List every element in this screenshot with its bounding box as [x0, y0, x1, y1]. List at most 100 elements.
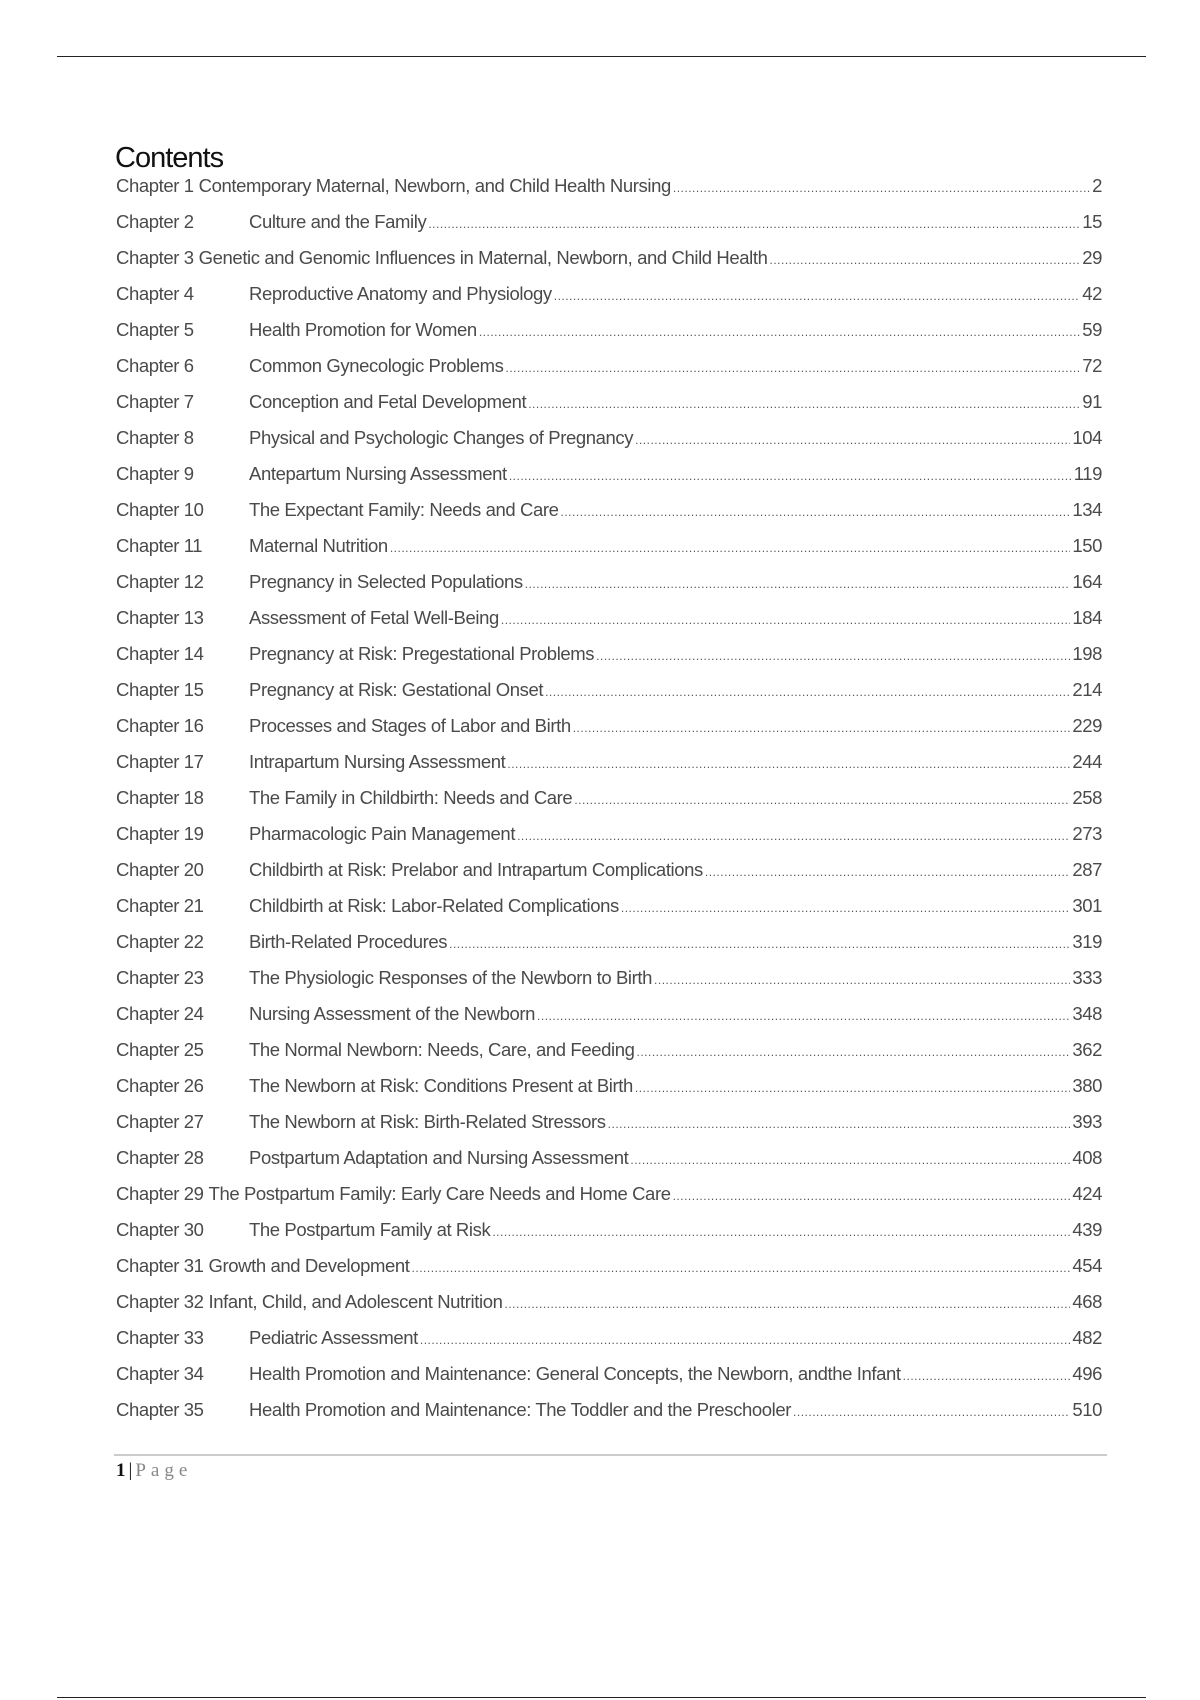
toc-entry[interactable]: Chapter 24 Nursing Assessment of the Newb… [116, 1003, 1102, 1039]
toc-entry[interactable]: Chapter 12 Pregnancy in Selected Populati… [116, 571, 1102, 607]
toc-entry[interactable]: Chapter 23 The Physiologic Responses of t… [116, 967, 1102, 1003]
chapter-label: Chapter 15 [116, 679, 204, 700]
toc-entry[interactable]: Chapter 9 Antepartum Nursing Assessment 11… [116, 463, 1102, 499]
chapter-page: 273 [1072, 823, 1102, 844]
chapter-label: Chapter 22 [116, 931, 204, 952]
dot-leader [621, 895, 1070, 917]
toc-entry[interactable]: Chapter 22 Birth-Related Procedures 319 [116, 931, 1102, 967]
chapter-label: Chapter 30 [116, 1219, 204, 1240]
chapter-title: Intrapartum Nursing Assessment [249, 751, 506, 772]
chapter-title: Contemporary Maternal, Newborn, and Chil… [198, 175, 672, 196]
toc-entry[interactable]: Chapter 16 Processes and Stages of Labor … [116, 715, 1102, 751]
dot-leader [903, 1363, 1071, 1385]
chapter-title: Pregnancy at Risk: Gestational Onset [249, 679, 544, 700]
dot-leader [517, 823, 1070, 845]
chapter-page: 380 [1072, 1075, 1102, 1096]
toc-entry[interactable]: Chapter 7 Conception and Fetal Developmen… [116, 391, 1102, 427]
dot-leader [654, 967, 1070, 989]
chapter-page: 496 [1072, 1363, 1102, 1384]
chapter-page: 287 [1072, 859, 1102, 880]
chapter-page: 164 [1072, 571, 1102, 592]
chapter-page: 424 [1072, 1183, 1102, 1204]
chapter-label: Chapter 33 [116, 1327, 204, 1348]
toc-entry[interactable]: Chapter 6 Common Gynecologic Problems 72 [116, 355, 1102, 391]
toc-entry[interactable]: Chapter 11 Maternal Nutrition 150 [116, 535, 1102, 571]
chapter-label: Chapter 9 [116, 463, 194, 484]
toc-entry[interactable]: Chapter 8 Physical and Psychologic Change… [116, 427, 1102, 463]
chapter-page: 510 [1072, 1399, 1102, 1420]
toc-entry[interactable]: Chapter 29 The Postpartum Family: Early C… [116, 1183, 1102, 1219]
dot-leader [793, 1399, 1070, 1421]
toc-entry[interactable]: Chapter 14 Pregnancy at Risk: Pregestatio… [116, 643, 1102, 679]
chapter-label: Chapter 34 [116, 1363, 204, 1384]
chapter-label: Chapter 13 [116, 607, 204, 628]
toc-entry[interactable]: Chapter 5 Health Promotion for Women 59 [116, 319, 1102, 355]
chapter-title: The Postpartum Family: Early Care Needs … [208, 1183, 671, 1204]
chapter-title: Childbirth at Risk: Labor-Related Compli… [249, 895, 619, 916]
dot-leader [574, 787, 1070, 809]
chapter-label: Chapter 6 [116, 355, 194, 376]
chapter-title: Antepartum Nursing Assessment [249, 463, 507, 484]
dot-leader [630, 1147, 1070, 1169]
chapter-page: 72 [1082, 355, 1102, 376]
page-title: Contents [115, 142, 224, 174]
chapter-label: Chapter 23 [116, 967, 204, 988]
toc-entry[interactable]: Chapter 4 Reproductive Anatomy and Physio… [116, 283, 1102, 319]
chapter-page: 2 [1092, 175, 1102, 196]
toc-entry[interactable]: Chapter 27 The Newborn at Risk: Birth-Rel… [116, 1111, 1102, 1147]
dot-leader [479, 319, 1080, 341]
toc-entry[interactable]: Chapter 19 Pharmacologic Pain Management 2… [116, 823, 1102, 859]
toc-entry[interactable]: Chapter 1 Contemporary Maternal, Newborn,… [116, 175, 1102, 211]
toc-entry[interactable]: Chapter 28 Postpartum Adaptation and Nurs… [116, 1147, 1102, 1183]
toc-entry[interactable]: Chapter 25 The Normal Newborn: Needs, Car… [116, 1039, 1102, 1075]
chapter-page: 15 [1082, 211, 1102, 232]
chapter-page: 468 [1072, 1291, 1102, 1312]
toc-entry[interactable]: Chapter 33 Pediatric Assessment 482 [116, 1327, 1102, 1363]
chapter-label: Chapter 31 [116, 1255, 204, 1276]
dot-leader [770, 247, 1081, 269]
chapter-title: Physical and Psychologic Changes of Preg… [249, 427, 634, 448]
toc-entry[interactable]: Chapter 13 Assessment of Fetal Well-Being… [116, 607, 1102, 643]
chapter-title: Processes and Stages of Labor and Birth [249, 715, 571, 736]
dot-leader [390, 535, 1071, 557]
toc-entry[interactable]: Chapter 34 Health Promotion and Maintenan… [116, 1363, 1102, 1399]
chapter-title: Postpartum Adaptation and Nursing Assess… [249, 1147, 629, 1168]
toc-entry[interactable]: Chapter 10 The Expectant Family: Needs an… [116, 499, 1102, 535]
dot-leader [554, 283, 1080, 305]
chapter-page: 91 [1082, 391, 1102, 412]
page-footer: 1 | Page [116, 1460, 192, 1482]
chapter-page: 244 [1072, 751, 1102, 772]
chapter-page: 348 [1072, 1003, 1102, 1024]
dot-leader [525, 571, 1071, 593]
chapter-page: 362 [1072, 1039, 1102, 1060]
toc-entry[interactable]: Chapter 17 Intrapartum Nursing Assessment… [116, 751, 1102, 787]
toc-entry[interactable]: Chapter 2 Culture and the Family 15 [116, 211, 1102, 247]
chapter-label: Chapter 24 [116, 1003, 204, 1024]
dot-leader [705, 859, 1070, 881]
chapter-page: 42 [1082, 283, 1102, 304]
toc-entry[interactable]: Chapter 32 Infant, Child, and Adolescent … [116, 1291, 1102, 1327]
toc-entry[interactable]: Chapter 21 Childbirth at Risk: Labor-Rela… [116, 895, 1102, 931]
chapter-page: 454 [1072, 1255, 1102, 1276]
chapter-label: Chapter 20 [116, 859, 204, 880]
toc-entry[interactable]: Chapter 3 Genetic and Genomic Influences … [116, 247, 1102, 283]
toc-entry[interactable]: Chapter 20 Childbirth at Risk: Prelabor a… [116, 859, 1102, 895]
toc-entry[interactable]: Chapter 35 Health Promotion and Maintenan… [116, 1399, 1102, 1435]
dot-leader [537, 1003, 1070, 1025]
toc-entry[interactable]: Chapter 26 The Newborn at Risk: Condition… [116, 1075, 1102, 1111]
chapter-label: Chapter 3 [116, 247, 194, 268]
dot-leader [673, 175, 1090, 197]
toc-entry[interactable]: Chapter 30 The Postpartum Family at Risk 4… [116, 1219, 1102, 1255]
chapter-title: Reproductive Anatomy and Physiology [249, 283, 552, 304]
dot-leader [505, 1291, 1071, 1313]
dot-leader [505, 355, 1080, 377]
dot-leader [637, 1039, 1071, 1061]
toc-entry[interactable]: Chapter 18 The Family in Childbirth: Need… [116, 787, 1102, 823]
toc-entry[interactable]: Chapter 15 Pregnancy at Risk: Gestational… [116, 679, 1102, 715]
dot-leader [608, 1111, 1071, 1133]
chapter-page: 134 [1072, 499, 1102, 520]
dot-leader [412, 1255, 1071, 1277]
dot-leader [635, 427, 1070, 449]
chapter-label: Chapter 27 [116, 1111, 204, 1132]
